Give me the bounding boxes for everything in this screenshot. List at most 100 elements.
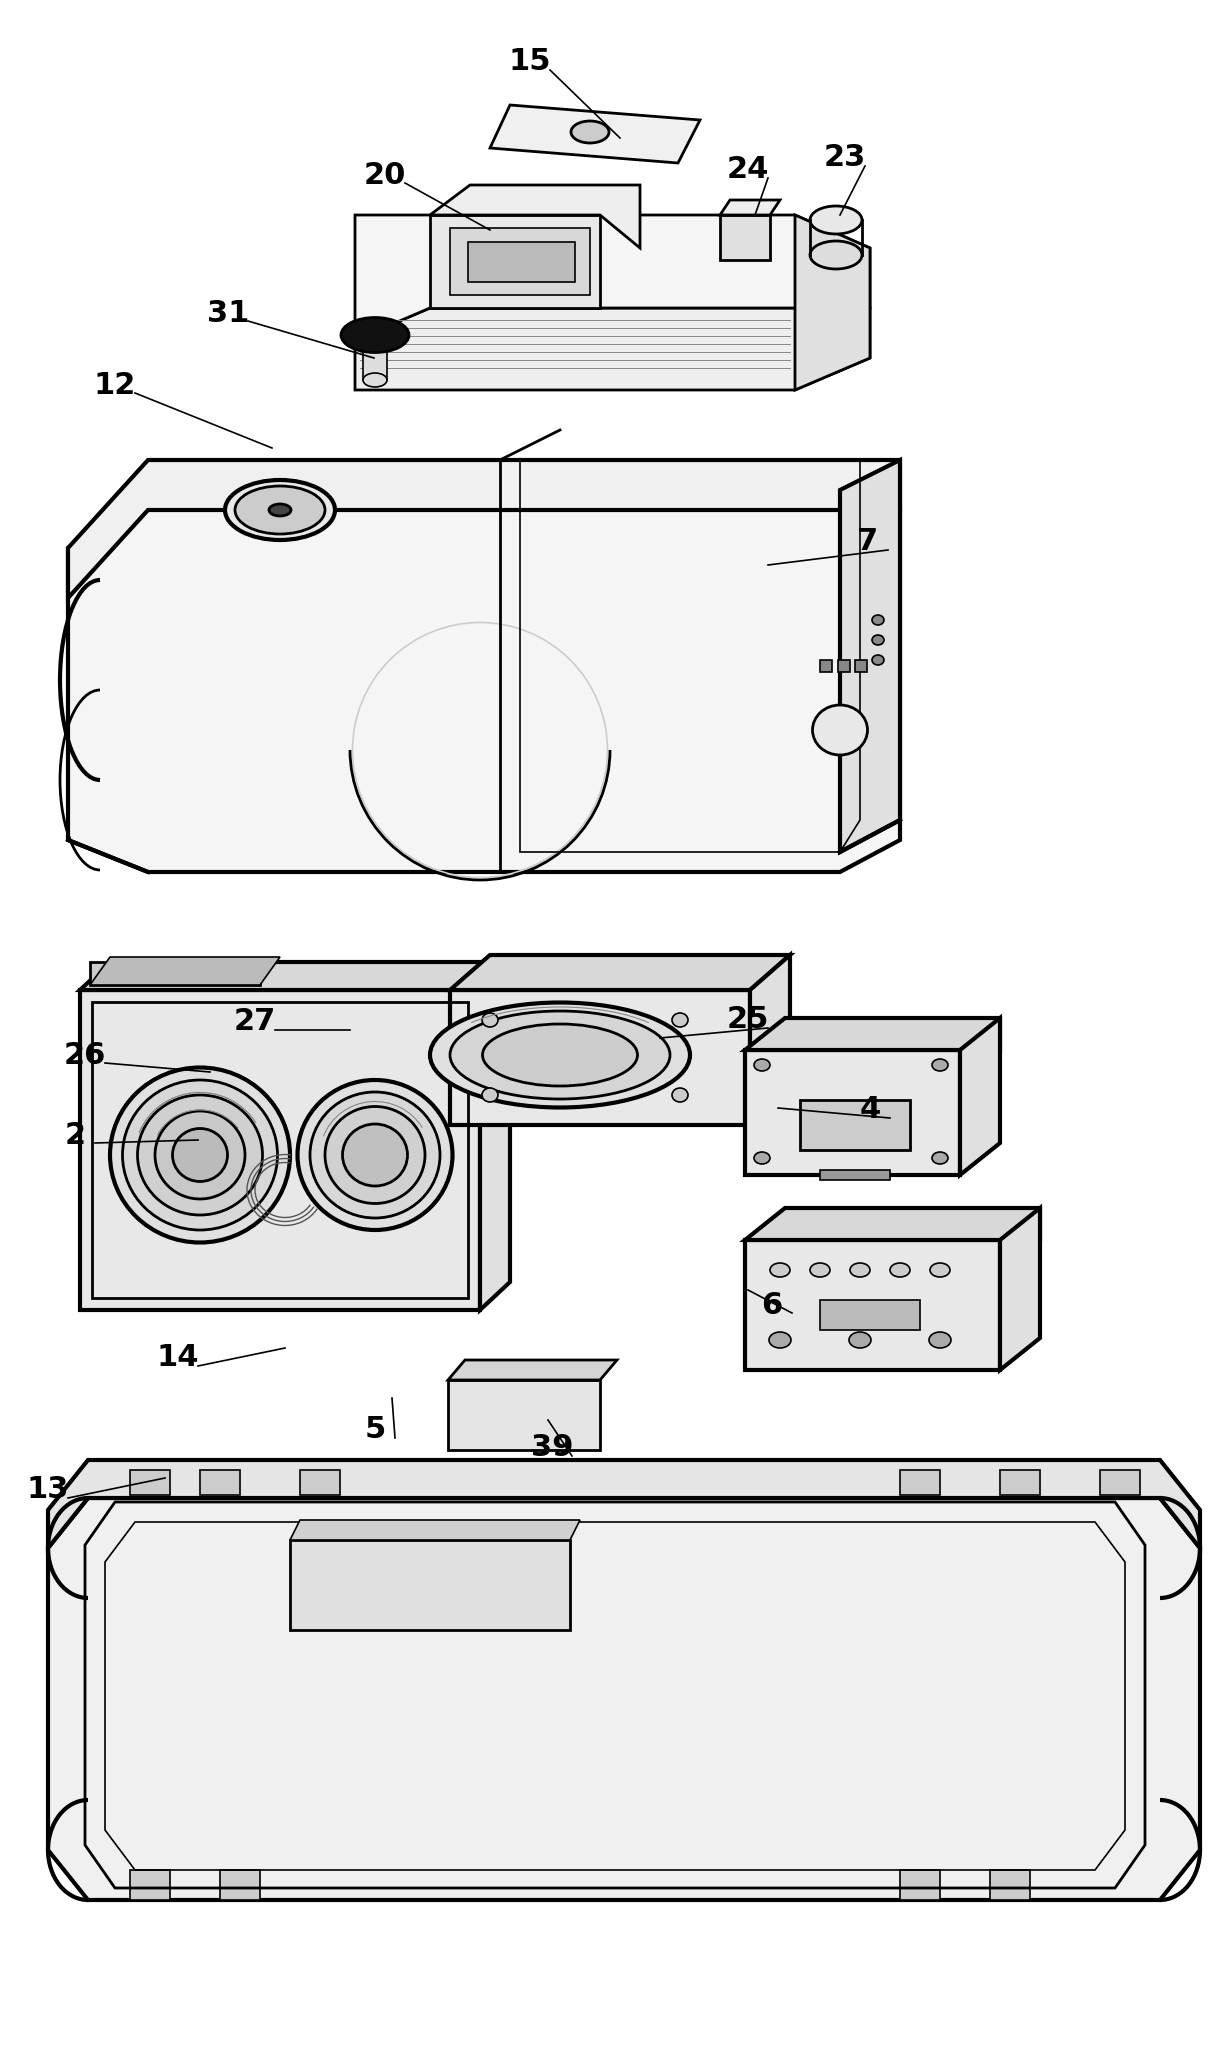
Polygon shape <box>290 1539 570 1629</box>
Ellipse shape <box>325 1107 425 1204</box>
Ellipse shape <box>810 1263 830 1277</box>
Text: 15: 15 <box>508 47 551 76</box>
Text: 27: 27 <box>233 1007 276 1036</box>
Text: 6: 6 <box>761 1290 782 1320</box>
Ellipse shape <box>483 1013 499 1028</box>
Polygon shape <box>449 956 790 991</box>
Ellipse shape <box>932 1058 948 1071</box>
Polygon shape <box>220 1871 260 1900</box>
Polygon shape <box>430 184 640 248</box>
Polygon shape <box>837 659 850 671</box>
Ellipse shape <box>123 1081 278 1230</box>
Text: 24: 24 <box>727 156 769 184</box>
Text: 23: 23 <box>824 143 866 172</box>
Polygon shape <box>430 215 600 307</box>
Ellipse shape <box>172 1128 227 1181</box>
Ellipse shape <box>672 1089 688 1101</box>
Polygon shape <box>448 1359 616 1380</box>
Ellipse shape <box>449 1011 670 1099</box>
Polygon shape <box>468 242 575 282</box>
Text: 14: 14 <box>157 1343 199 1371</box>
Polygon shape <box>745 1208 1040 1240</box>
Polygon shape <box>820 1171 890 1179</box>
Ellipse shape <box>297 1081 452 1230</box>
Polygon shape <box>795 215 869 391</box>
Ellipse shape <box>111 1066 290 1243</box>
Ellipse shape <box>754 1058 770 1071</box>
Polygon shape <box>363 336 387 381</box>
Polygon shape <box>720 201 780 215</box>
Polygon shape <box>80 962 510 991</box>
Polygon shape <box>745 1050 960 1175</box>
Polygon shape <box>130 1470 169 1494</box>
Polygon shape <box>80 991 480 1310</box>
Ellipse shape <box>754 1152 770 1165</box>
Polygon shape <box>720 215 770 260</box>
Polygon shape <box>200 1470 239 1494</box>
Ellipse shape <box>571 121 609 143</box>
Ellipse shape <box>932 1152 948 1165</box>
Polygon shape <box>820 659 833 671</box>
Text: 2: 2 <box>64 1120 86 1150</box>
Polygon shape <box>1000 1208 1040 1369</box>
Polygon shape <box>90 958 280 985</box>
Text: 25: 25 <box>727 1005 769 1034</box>
Ellipse shape <box>483 1089 499 1101</box>
Ellipse shape <box>890 1263 910 1277</box>
Ellipse shape <box>672 1013 688 1028</box>
Polygon shape <box>745 1017 1000 1050</box>
Ellipse shape <box>363 373 387 387</box>
Ellipse shape <box>810 207 862 233</box>
Polygon shape <box>355 307 869 391</box>
Ellipse shape <box>930 1263 950 1277</box>
Polygon shape <box>90 962 260 985</box>
Polygon shape <box>355 215 869 340</box>
Text: 12: 12 <box>93 371 136 399</box>
Ellipse shape <box>770 1263 790 1277</box>
Ellipse shape <box>235 485 325 534</box>
Ellipse shape <box>309 1091 440 1218</box>
Polygon shape <box>68 489 900 872</box>
Polygon shape <box>300 1470 340 1494</box>
Text: 7: 7 <box>857 528 878 557</box>
Text: 5: 5 <box>365 1414 386 1445</box>
Polygon shape <box>750 956 790 1126</box>
Ellipse shape <box>430 1003 690 1107</box>
Polygon shape <box>130 1871 169 1900</box>
Polygon shape <box>960 1017 1000 1175</box>
Ellipse shape <box>138 1095 263 1216</box>
Polygon shape <box>68 461 900 598</box>
Ellipse shape <box>343 1124 408 1185</box>
Text: 4: 4 <box>860 1095 880 1124</box>
Ellipse shape <box>872 655 884 665</box>
Polygon shape <box>799 1099 910 1150</box>
Ellipse shape <box>269 504 291 516</box>
Ellipse shape <box>872 614 884 624</box>
Polygon shape <box>990 1871 1030 1900</box>
Polygon shape <box>480 962 510 1310</box>
Polygon shape <box>449 227 589 295</box>
Polygon shape <box>840 461 900 852</box>
Polygon shape <box>855 659 867 671</box>
Ellipse shape <box>155 1112 246 1200</box>
Ellipse shape <box>930 1333 950 1349</box>
Text: 39: 39 <box>530 1433 573 1462</box>
Polygon shape <box>1000 1470 1040 1494</box>
Ellipse shape <box>483 1024 637 1087</box>
Polygon shape <box>745 1240 1000 1369</box>
Text: 20: 20 <box>363 160 406 190</box>
Ellipse shape <box>769 1333 791 1349</box>
Polygon shape <box>490 104 700 164</box>
Polygon shape <box>48 1498 1200 1900</box>
Ellipse shape <box>850 1263 869 1277</box>
Ellipse shape <box>810 242 862 268</box>
Polygon shape <box>48 1460 1200 1548</box>
Polygon shape <box>900 1470 939 1494</box>
Ellipse shape <box>813 704 867 755</box>
Polygon shape <box>448 1380 600 1449</box>
Polygon shape <box>1100 1470 1140 1494</box>
Text: 26: 26 <box>64 1040 106 1069</box>
Text: 31: 31 <box>206 299 249 328</box>
Ellipse shape <box>225 479 335 540</box>
Ellipse shape <box>341 317 409 352</box>
